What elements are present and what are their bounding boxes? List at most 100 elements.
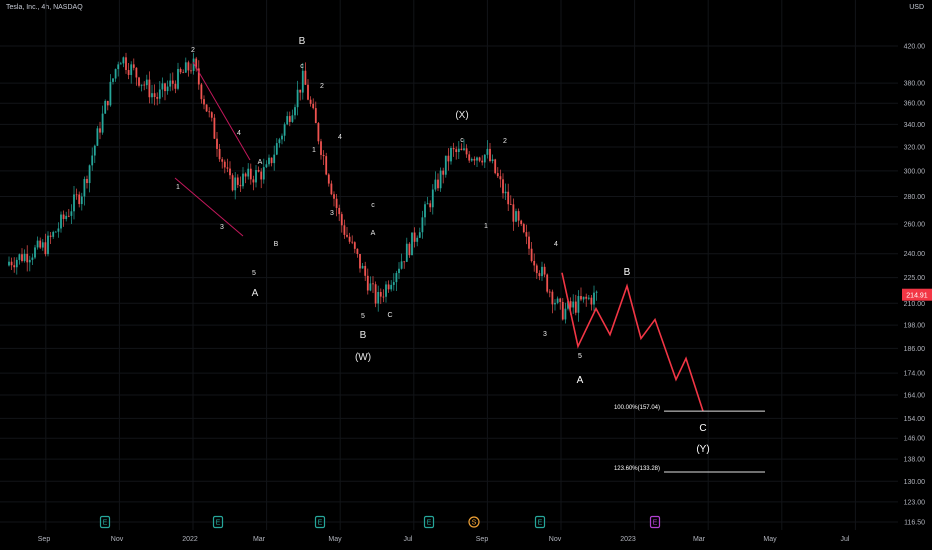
- candle-body: [507, 191, 510, 205]
- event-earnings-icon[interactable]: E: [99, 515, 111, 529]
- candle-body: [275, 143, 278, 155]
- price-axis: 420.00 380.00 360.00 340.00 320.00 300.00 280.…: [904, 44, 926, 527]
- candle-body: [309, 99, 312, 104]
- candle-body: [78, 194, 81, 205]
- candle-body: [299, 89, 302, 93]
- candle-body: [447, 155, 450, 162]
- candle-body: [322, 154, 325, 157]
- candle-body: [122, 57, 125, 64]
- time-tick-label: Sep: [38, 536, 51, 543]
- candle-body: [88, 165, 91, 184]
- candle-body: [257, 170, 260, 172]
- candle-body: [221, 159, 224, 162]
- candle-body: [117, 64, 120, 70]
- candle-body: [161, 83, 164, 90]
- event-earnings-icon[interactable]: E: [534, 515, 546, 529]
- event-earnings-icon[interactable]: E: [212, 515, 224, 529]
- candle-body: [585, 296, 588, 299]
- candle-body: [47, 235, 49, 255]
- candle-body: [145, 79, 148, 86]
- candle-body: [171, 80, 174, 84]
- candle-body: [255, 170, 257, 183]
- candle-body: [535, 265, 538, 274]
- time-tick-label: Jul: [404, 536, 413, 543]
- price-tick-label: 164.00: [904, 393, 926, 400]
- projection-label: C: [699, 423, 706, 434]
- candle-body: [548, 291, 551, 293]
- event-marker-label: E: [216, 520, 221, 527]
- candle-body: [156, 96, 159, 99]
- candle-body: [429, 203, 432, 208]
- candle-body: [216, 138, 218, 149]
- candle-body: [460, 148, 463, 151]
- candle-body: [543, 266, 546, 275]
- candle-body: [101, 113, 104, 133]
- wave-label: 3: [543, 331, 547, 338]
- candle-body: [109, 81, 112, 106]
- candle-body: [426, 203, 429, 205]
- candle-body: [567, 301, 569, 309]
- wave-label: 3: [330, 210, 334, 217]
- price-tick-label: 130.00: [904, 479, 926, 486]
- wave-label: 1: [176, 184, 180, 191]
- wave-label: (X): [455, 110, 468, 121]
- candle-body: [127, 70, 130, 75]
- candle-body: [54, 231, 57, 233]
- candle-body: [392, 282, 395, 285]
- candle-body: [151, 93, 153, 98]
- candle-body: [13, 265, 16, 268]
- candle-body: [8, 261, 10, 266]
- candle-body: [353, 242, 356, 249]
- candle-body: [385, 284, 387, 297]
- candle-body: [96, 128, 99, 146]
- candle-body: [132, 64, 135, 68]
- candle-body: [286, 116, 289, 125]
- time-tick-label: 2023: [620, 536, 636, 543]
- wedge-trendlines: [174, 61, 251, 237]
- price-tick-label: 300.00: [904, 168, 926, 175]
- candle-body: [359, 253, 361, 269]
- wave-label: A: [252, 288, 259, 299]
- candle-body: [125, 57, 127, 71]
- candle-body: [587, 297, 590, 299]
- event-earnings-icon[interactable]: E: [423, 515, 435, 529]
- candle-body: [499, 176, 502, 180]
- candle-body: [491, 159, 494, 162]
- candle-body: [229, 168, 231, 176]
- candle-body: [200, 84, 203, 100]
- candle-body: [593, 292, 595, 305]
- candle-body: [21, 254, 23, 262]
- price-tick-label: 225.00: [904, 275, 926, 282]
- candle-body: [265, 164, 268, 168]
- candle-body: [247, 168, 250, 177]
- event-marker-label: E: [427, 520, 432, 527]
- candle-body: [437, 179, 439, 189]
- candle-body: [398, 268, 400, 274]
- candle-body: [83, 178, 86, 197]
- wave-label: A: [258, 159, 263, 166]
- candle-body: [569, 301, 572, 308]
- last-price-badge-bg: [902, 288, 932, 301]
- candle-body: [452, 148, 455, 150]
- event-earnings-icon[interactable]: E: [314, 515, 326, 529]
- candle-body: [504, 191, 507, 194]
- wave-label: A: [371, 230, 376, 237]
- candle-body: [301, 70, 304, 93]
- candle-body: [140, 84, 143, 86]
- candle-body: [187, 62, 190, 71]
- price-tick-label: 210.00: [904, 301, 926, 308]
- candle-body: [556, 298, 559, 303]
- candle-body: [421, 217, 424, 233]
- candle-body: [86, 178, 88, 184]
- candle-body: [320, 141, 322, 155]
- time-tick-label: Nov: [549, 536, 562, 543]
- candle-body: [249, 168, 252, 180]
- candle-body: [236, 177, 239, 185]
- event-marker-shape: [468, 516, 480, 528]
- fib-label: 100.00%(157.04): [614, 405, 660, 411]
- event-dividend-icon[interactable]: S: [468, 516, 480, 528]
- candle-body: [93, 145, 96, 156]
- event-economic-icon[interactable]: E: [649, 515, 661, 529]
